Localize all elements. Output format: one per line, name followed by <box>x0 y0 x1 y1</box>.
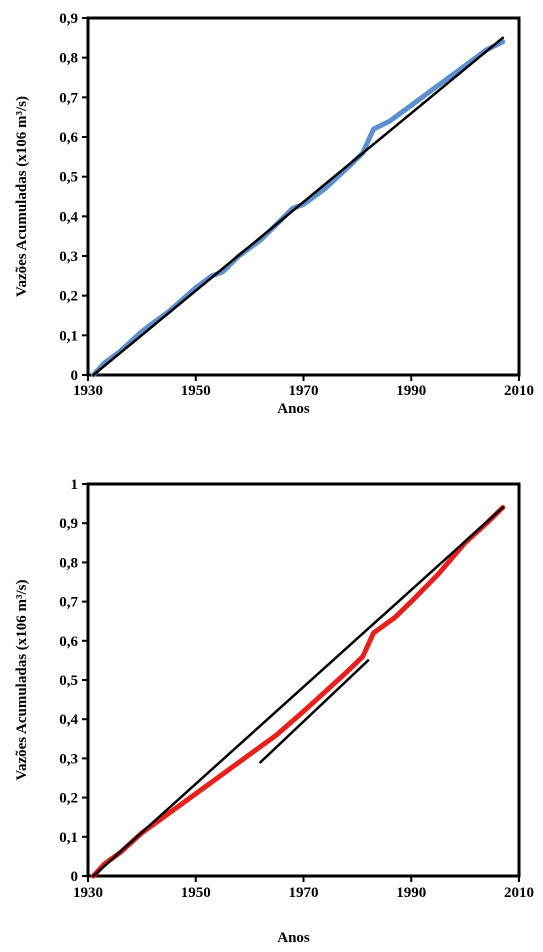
trend-line-1 <box>92 506 505 878</box>
trend-line-1 <box>92 36 505 377</box>
y-tick-label: 0 <box>71 368 79 384</box>
observed-series-line <box>90 39 506 378</box>
y-tick-label: 0,8 <box>59 51 78 67</box>
x-tick-label: 1950 <box>181 383 211 399</box>
y-tick-label: 0,4 <box>59 209 78 225</box>
x-tick-label: 2010 <box>504 383 534 399</box>
x-tick-label: 1990 <box>396 383 426 399</box>
plot-frame <box>86 482 521 878</box>
y-axis-label: Vazões Acumuladas (x106 m³/s) <box>14 96 30 297</box>
y-tick-label: 0,6 <box>59 130 78 146</box>
y-tick-label: 0,1 <box>59 328 78 344</box>
y-tick-label: 0,1 <box>59 830 78 846</box>
y-tick-label: 0,7 <box>59 595 78 611</box>
y-tick-label: 0 <box>71 869 79 885</box>
y-tick-label: 0,5 <box>59 170 78 186</box>
y-tick-label: 0,9 <box>59 516 78 532</box>
x-tick-label: 1990 <box>396 885 426 901</box>
x-axis-label: Anos <box>277 401 310 417</box>
y-tick-label: 0,9 <box>59 11 78 27</box>
x-tick-label: 1970 <box>289 885 319 901</box>
y-tick-label: 0,5 <box>59 673 78 689</box>
chart-top: 1930 1950 1970 1990 2010 0 0,1 0,2 0,3 0,4 0,5 0,6 0… <box>14 11 534 417</box>
y-tick-label: 0,4 <box>59 712 78 728</box>
trend-line-2 <box>259 659 370 764</box>
x-tick-label: 2010 <box>504 885 534 901</box>
x-tick-label: 1970 <box>289 383 319 399</box>
x-axis-label: Anos <box>277 930 310 946</box>
y-tick-label: 0,6 <box>59 634 78 650</box>
y-tick-label: 0,7 <box>59 90 78 106</box>
chart-bottom: 1930 1950 1970 1990 2010 0 0,1 0,2 0,3 0,4 0,5 0,6 0… <box>14 477 534 946</box>
y-tick-label: 0,3 <box>59 751 78 767</box>
x-tick-label: 1930 <box>73 383 103 399</box>
y-tick-label: 0,2 <box>59 791 78 807</box>
y-tick-label: 0,8 <box>59 555 78 571</box>
y-axis-label: Vazões Acumuladas (x106 m³/s) <box>14 579 30 780</box>
y-tick-label: 0,3 <box>59 249 78 265</box>
x-tick-label: 1950 <box>181 885 211 901</box>
y-tick-label: 0,2 <box>59 289 78 305</box>
y-tick-label: 1 <box>71 477 79 493</box>
x-tick-label: 1930 <box>73 885 103 901</box>
